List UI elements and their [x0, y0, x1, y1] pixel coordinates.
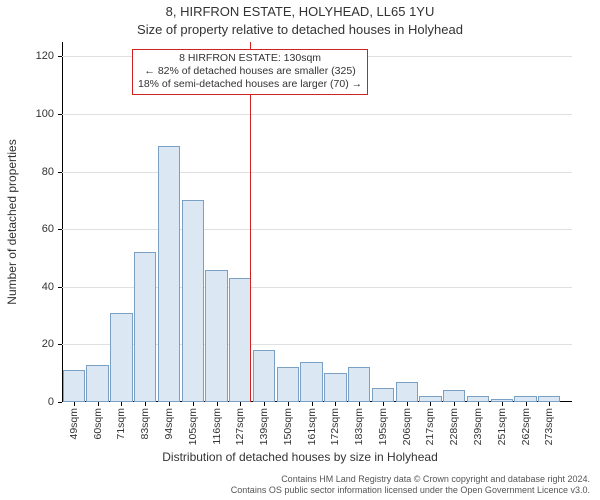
- xtick-label: 273sqm: [543, 408, 555, 445]
- ytick-mark: [58, 402, 62, 403]
- xtick-mark: [549, 402, 550, 406]
- xtick-label: 116sqm: [211, 408, 223, 445]
- annotation-line: 8 HIRFRON ESTATE: 130sqm: [138, 52, 362, 65]
- histogram-bar: [396, 382, 418, 402]
- xtick-mark: [502, 402, 503, 406]
- xtick-mark: [240, 402, 241, 406]
- xtick-mark: [145, 402, 146, 406]
- xtick-mark: [288, 402, 289, 406]
- chart-subtitle: Size of property relative to detached ho…: [0, 22, 600, 37]
- ytick-mark: [58, 344, 62, 345]
- y-axis-label: Number of detached properties: [5, 139, 19, 304]
- xtick-label: 161sqm: [306, 408, 318, 445]
- xtick-label: 83sqm: [139, 408, 151, 440]
- xtick-label: 262sqm: [520, 408, 532, 445]
- annotation-line: ← 82% of detached houses are smaller (32…: [138, 65, 362, 78]
- footer-attribution: Contains HM Land Registry data © Crown c…: [231, 474, 590, 496]
- histogram-bar: [324, 373, 346, 402]
- ytick-mark: [58, 56, 62, 57]
- xtick-label: 139sqm: [258, 408, 270, 445]
- gridline: [62, 114, 572, 115]
- xtick-label: 217sqm: [424, 408, 436, 445]
- histogram-bar: [229, 278, 251, 402]
- histogram-bar: [253, 350, 275, 402]
- gridline: [62, 172, 572, 173]
- ytick-mark: [58, 287, 62, 288]
- xtick-mark: [193, 402, 194, 406]
- xtick-label: 150sqm: [282, 408, 294, 445]
- ytick-mark: [58, 229, 62, 230]
- xtick-label: 105sqm: [187, 408, 199, 445]
- annotation-box: 8 HIRFRON ESTATE: 130sqm← 82% of detache…: [132, 49, 368, 94]
- xtick-label: 49sqm: [68, 408, 80, 440]
- ytick-mark: [58, 114, 62, 115]
- gridline: [62, 229, 572, 230]
- ytick-label: 40: [42, 281, 54, 293]
- xtick-mark: [454, 402, 455, 406]
- xtick-mark: [430, 402, 431, 406]
- xtick-label: 195sqm: [377, 408, 389, 445]
- xtick-label: 206sqm: [401, 408, 413, 445]
- xtick-mark: [74, 402, 75, 406]
- histogram-bar: [348, 367, 370, 402]
- reference-line: [250, 42, 251, 402]
- ytick-label: 80: [42, 166, 54, 178]
- xtick-mark: [383, 402, 384, 406]
- xtick-label: 60sqm: [92, 408, 104, 440]
- xtick-label: 228sqm: [448, 408, 460, 445]
- histogram-bar: [158, 146, 180, 402]
- histogram-bar: [182, 200, 204, 402]
- footer-line-2: Contains OS public sector information li…: [231, 485, 590, 496]
- xtick-mark: [264, 402, 265, 406]
- xtick-mark: [98, 402, 99, 406]
- annotation-line: 18% of semi-detached houses are larger (…: [138, 78, 362, 91]
- ytick-label: 120: [36, 50, 54, 62]
- histogram-plot: 02040608010012049sqm60sqm71sqm83sqm94sqm…: [62, 42, 572, 402]
- histogram-bar: [134, 252, 156, 402]
- ytick-label: 60: [42, 223, 54, 235]
- xtick-label: 71sqm: [115, 408, 127, 440]
- xtick-label: 239sqm: [472, 408, 484, 445]
- ytick-label: 20: [42, 338, 54, 350]
- histogram-bar: [110, 313, 132, 402]
- ytick-label: 0: [48, 396, 54, 408]
- ytick-mark: [58, 172, 62, 173]
- x-axis-label: Distribution of detached houses by size …: [0, 450, 600, 464]
- xtick-mark: [359, 402, 360, 406]
- xtick-label: 127sqm: [234, 408, 246, 445]
- histogram-bar: [205, 270, 227, 402]
- histogram-bar: [63, 370, 85, 402]
- footer-line-1: Contains HM Land Registry data © Crown c…: [231, 474, 590, 485]
- xtick-mark: [526, 402, 527, 406]
- ytick-label: 100: [36, 108, 54, 120]
- histogram-bar: [277, 367, 299, 402]
- histogram-bar: [443, 390, 465, 402]
- xtick-mark: [478, 402, 479, 406]
- page-title: 8, HIRFRON ESTATE, HOLYHEAD, LL65 1YU: [0, 4, 600, 19]
- xtick-mark: [169, 402, 170, 406]
- xtick-mark: [312, 402, 313, 406]
- xtick-mark: [407, 402, 408, 406]
- histogram-bar: [86, 365, 108, 402]
- xtick-label: 183sqm: [353, 408, 365, 445]
- xtick-label: 172sqm: [329, 408, 341, 445]
- xtick-mark: [121, 402, 122, 406]
- xtick-mark: [217, 402, 218, 406]
- xtick-label: 251sqm: [496, 408, 508, 445]
- histogram-bar: [372, 388, 394, 402]
- histogram-bar: [300, 362, 322, 402]
- xtick-label: 94sqm: [163, 408, 175, 440]
- xtick-mark: [335, 402, 336, 406]
